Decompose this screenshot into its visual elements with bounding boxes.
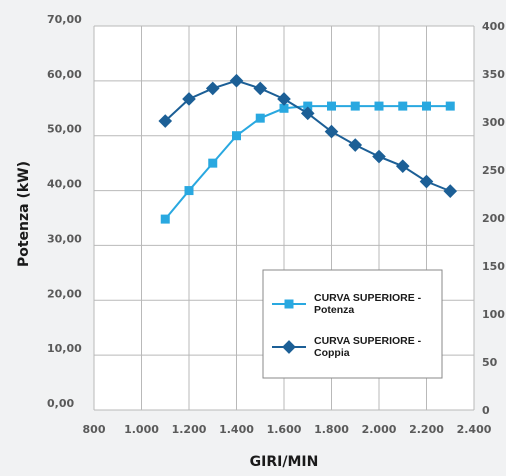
x-axis-title: GIRI/MIN <box>250 454 319 470</box>
data-point <box>350 101 360 111</box>
x-tick-label: 2.000 <box>362 423 397 436</box>
y-left-tick-label: 20,00 <box>47 287 82 300</box>
x-tick-label: 1.600 <box>267 423 302 436</box>
series-coppia <box>158 73 458 198</box>
legend-box <box>262 269 443 379</box>
data-point <box>232 131 241 141</box>
legend-entry: CURVA SUPERIORE -Potenza <box>272 292 422 316</box>
data-point <box>182 92 196 106</box>
y-axis-title: Potenza (kW) <box>16 161 32 267</box>
data-point <box>374 101 384 111</box>
y-left-tick-label: 10,00 <box>47 342 82 355</box>
data-point <box>348 138 363 152</box>
y-left-tick-label: 40,00 <box>47 178 82 191</box>
legend-entry: CURVA SUPERIORE -Coppia <box>272 335 422 359</box>
data-point <box>205 81 220 96</box>
y-right-tick-label: 400 <box>482 20 505 33</box>
data-point <box>372 149 386 164</box>
y-right-tick-label: 350 <box>482 68 505 81</box>
data-point <box>277 92 291 106</box>
y-right-tick-label: 150 <box>482 260 505 273</box>
data-point <box>443 184 458 198</box>
legend-label: CURVA SUPERIORE -Coppia <box>314 335 422 359</box>
y-right-tick-label: 200 <box>482 212 505 225</box>
data-point <box>253 81 268 96</box>
data-point <box>255 113 265 123</box>
data-point <box>303 101 313 111</box>
data-point <box>279 103 289 113</box>
series-layer <box>158 73 458 224</box>
legend-marker <box>284 299 294 309</box>
x-tick-label: 2.400 <box>457 423 492 436</box>
data-point <box>395 159 410 173</box>
x-tick-label: 2.200 <box>409 423 444 436</box>
data-point <box>324 124 339 139</box>
data-point <box>160 214 170 224</box>
legend-label: CURVA SUPERIORE -Potenza <box>314 292 422 316</box>
y-right-tick-label: 0 <box>482 404 490 417</box>
y-left-tick-label: 30,00 <box>47 232 82 245</box>
y-right-tick-label: 50 <box>482 356 498 369</box>
data-point <box>398 101 408 111</box>
data-point <box>300 106 315 121</box>
x-tick-label: 1.000 <box>124 423 159 436</box>
y-left-tick-label: 60,00 <box>47 68 82 81</box>
data-point <box>422 101 431 111</box>
y-right-tick-label: 300 <box>482 116 505 129</box>
x-tick-label: 1.200 <box>172 423 207 436</box>
data-point <box>327 101 336 111</box>
series-potenza <box>160 101 455 224</box>
data-point <box>158 114 173 128</box>
y-left-tick-label: 70,00 <box>47 13 82 26</box>
x-tick-label: 800 <box>83 423 106 436</box>
y-right-tick-label: 250 <box>482 164 505 177</box>
x-tick-label: 1.800 <box>314 423 349 436</box>
data-point <box>208 158 218 168</box>
legend: CURVA SUPERIORE -Potenza CURVA SUPERIORE … <box>262 269 443 379</box>
y-right-tick-label: 100 <box>482 308 505 321</box>
data-point <box>419 174 434 189</box>
data-point <box>229 73 244 88</box>
data-point <box>184 186 194 196</box>
y-left-tick-label: 50,00 <box>47 123 82 136</box>
legend-marker <box>282 340 296 354</box>
legend-items: CURVA SUPERIORE -Potenza CURVA SUPERIORE … <box>272 292 422 359</box>
y-left-tick-label: 0,00 <box>47 397 74 410</box>
x-tick-label: 1.400 <box>219 423 254 436</box>
tick-labels: 800 1.000 1.200 1.400 1.600 1.800 2.000 2.200 2.… <box>47 13 505 436</box>
data-point <box>445 101 455 111</box>
